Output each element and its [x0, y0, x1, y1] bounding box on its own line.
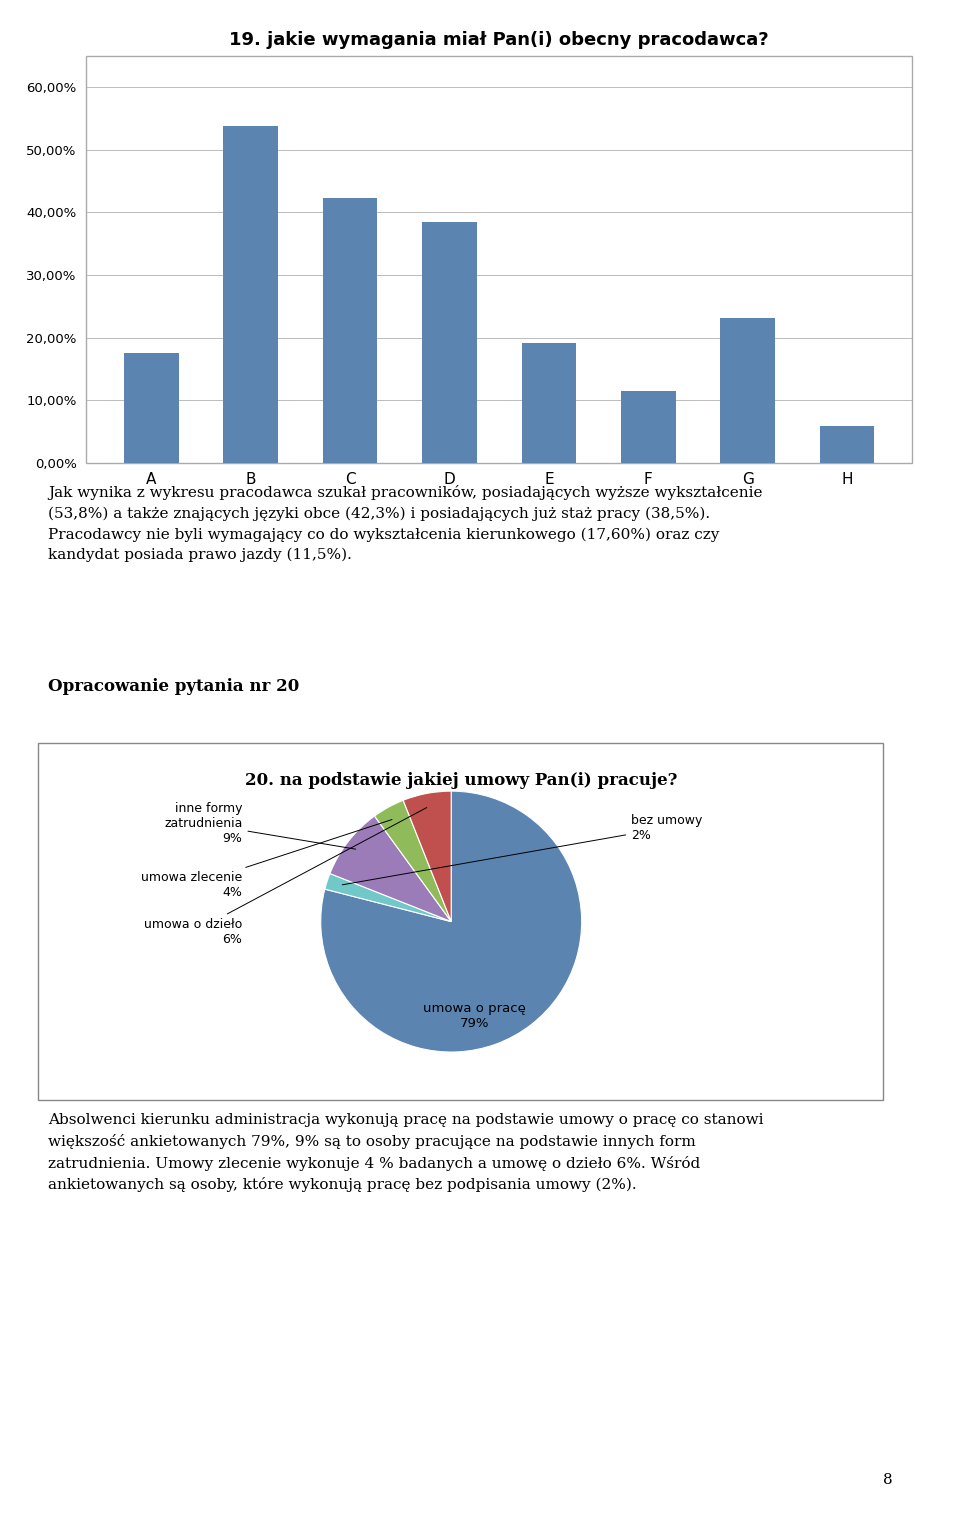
Text: umowa o dzieło
6%: umowa o dzieło 6% [144, 807, 427, 947]
Text: inne formy
zatrudnienia
9%: inne formy zatrudnienia 9% [164, 802, 356, 850]
Bar [86, 56, 912, 463]
Bar [820, 426, 875, 463]
Text: bez umowy
2%: bez umowy 2% [343, 813, 703, 884]
Text: umowa o pracę
79%: umowa o pracę 79% [423, 1003, 526, 1030]
Bar [621, 391, 676, 463]
Title: 19. jakie wymagania miał Pan(i) obecny pracodawca?: 19. jakie wymagania miał Pan(i) obecny p… [229, 30, 769, 49]
Text: 8: 8 [883, 1473, 893, 1487]
Text: Opracowanie pytania nr 20: Opracowanie pytania nr 20 [48, 678, 300, 695]
Text: Absolwenci kierunku administracja wykonują pracę na podstawie umowy o pracę co s: Absolwenci kierunku administracja wykonu… [48, 1113, 763, 1192]
Bar [521, 343, 576, 463]
Wedge shape [321, 792, 582, 1051]
Bar [422, 221, 477, 463]
Text: 20. na podstawie jakiej umowy Pan(i) pracuje?: 20. na podstawie jakiej umowy Pan(i) pra… [245, 772, 677, 789]
Bar [720, 319, 775, 463]
Bar [323, 199, 377, 463]
Bar [224, 126, 278, 463]
Wedge shape [374, 801, 451, 922]
Text: Jak wynika z wykresu pracodawca szukał pracowników, posiadających wyższe wykszta: Jak wynika z wykresu pracodawca szukał p… [48, 485, 762, 563]
Bar [124, 352, 179, 463]
Wedge shape [330, 816, 451, 922]
Text: umowa zlecenie
4%: umowa zlecenie 4% [141, 819, 392, 900]
Wedge shape [324, 874, 451, 922]
Wedge shape [403, 792, 451, 922]
